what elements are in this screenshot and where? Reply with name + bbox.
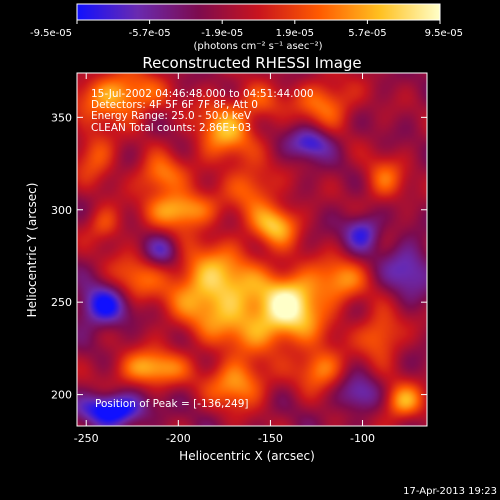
colorbar-tick-label: 9.5e-05: [425, 28, 463, 39]
colorbar-tick-label: -1.9e-05: [201, 28, 243, 39]
y-tick-label: 200: [51, 389, 72, 402]
x-axis-ticks: -250 -200 -150 -100: [74, 73, 375, 445]
colorbar-tick-label: -9.5e-05: [30, 28, 72, 39]
x-axis-title: Heliocentric X (arcsec): [179, 449, 315, 463]
y-axis-title: Heliocentric Y (arcsec): [25, 183, 39, 318]
x-tick-label: -100: [350, 432, 375, 445]
heatmap-image: [77, 73, 427, 426]
annotation-detectors: Detectors: 4F 5F 6F 7F 8F, Att 0: [91, 99, 258, 111]
y-axis-ticks: 200 250 300 350: [51, 111, 427, 402]
plot-area: -250 -200 -150 -100 200 250 300 350: [51, 72, 428, 445]
colorbar-units: (photons cm⁻² s⁻¹ asec⁻²): [193, 41, 322, 52]
colorbar-ticks: -9.5e-05 -5.7e-05 -1.9e-05 1.9e-05 5.7e-05 9.…: [30, 20, 463, 39]
peak-position-label: Position of Peak = [-136,249]: [95, 398, 249, 410]
chart-title: Reconstructed RHESSI Image: [142, 54, 361, 72]
colorbar-strip: [76, 3, 441, 21]
footer-date: 17-Apr-2013 19:23: [403, 486, 497, 497]
y-tick-label: 250: [51, 296, 72, 309]
annotations: 15-Jul-2002 04:46:48.000 to 04:51:44.000…: [91, 88, 314, 410]
x-tick-label: -250: [74, 432, 99, 445]
colorbar-tick-label: 5.7e-05: [348, 28, 386, 39]
plot-frame: [76, 72, 428, 427]
annotation-energy-range: Energy Range: 25.0 - 50.0 keV: [91, 110, 252, 122]
y-tick-label: 350: [51, 111, 72, 124]
colorbar: -9.5e-05 -5.7e-05 -1.9e-05 1.9e-05 5.7e-05 9.…: [30, 3, 463, 52]
colorbar-tick-label: -5.7e-05: [129, 28, 171, 39]
x-tick-label: -200: [166, 432, 191, 445]
x-tick-label: -150: [258, 432, 283, 445]
annotation-time-range: 15-Jul-2002 04:46:48.000 to 04:51:44.000: [91, 88, 314, 100]
y-tick-label: 300: [51, 204, 72, 217]
annotation-total-counts: CLEAN Total counts: 2.86E+03: [91, 122, 251, 134]
colorbar-tick-label: 1.9e-05: [276, 28, 314, 39]
